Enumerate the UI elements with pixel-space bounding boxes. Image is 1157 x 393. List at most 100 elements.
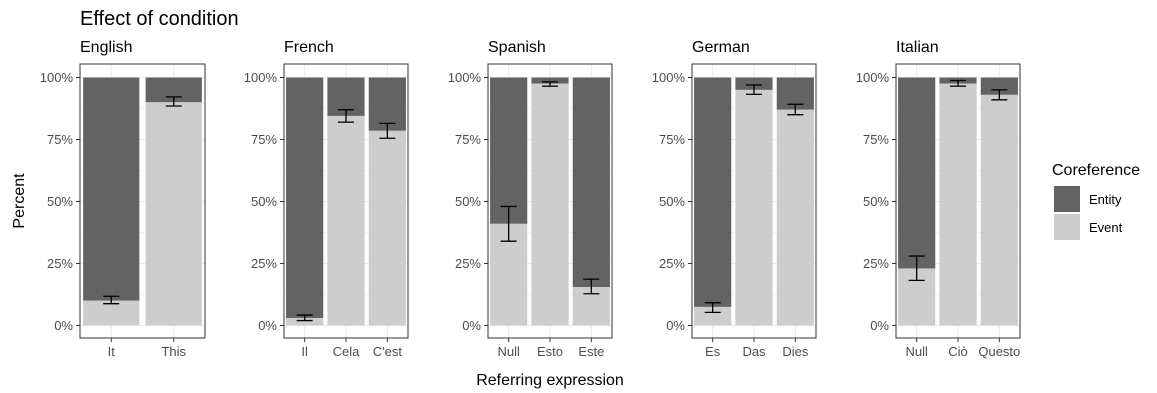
legend-items: Entity Event bbox=[1054, 186, 1123, 240]
x-tick-label: Es bbox=[705, 344, 721, 359]
bar-entity-null bbox=[490, 77, 528, 224]
y-tick-label: 50% bbox=[455, 194, 481, 209]
x-tick-label: Null bbox=[497, 344, 520, 359]
y-tick-label: 25% bbox=[659, 256, 685, 271]
bar-event-esto bbox=[531, 83, 569, 326]
error-bar-ciò bbox=[950, 79, 966, 87]
y-tick-label: 0% bbox=[258, 318, 277, 333]
x-tick-label: It bbox=[108, 344, 116, 359]
error-bar-dies bbox=[787, 103, 804, 116]
legend-label-entity: Entity bbox=[1089, 192, 1122, 207]
error-bar-c'est bbox=[379, 122, 396, 139]
panel-frame bbox=[283, 63, 409, 339]
y-tick-label: 50% bbox=[47, 194, 73, 209]
panel-frame bbox=[691, 63, 817, 339]
x-tick-label: Il bbox=[301, 344, 308, 359]
bar-entity-esto bbox=[531, 77, 569, 84]
x-axis-title: Referring expression bbox=[476, 372, 624, 389]
panel-frame bbox=[79, 63, 206, 339]
bar-entity-c'est bbox=[368, 77, 406, 131]
facet-title: German bbox=[692, 39, 750, 56]
facet-german: German 0% 25% 50% 75% 100% Es Das Dies bbox=[652, 39, 817, 359]
chart-title: Effect of condition bbox=[80, 8, 239, 30]
x-tick-label: Ciò bbox=[948, 344, 968, 359]
y-tick-label: 75% bbox=[455, 132, 481, 147]
y-tick-label: 100% bbox=[40, 70, 74, 85]
error-bar-cela bbox=[338, 109, 354, 123]
y-tick-label: 25% bbox=[455, 256, 481, 271]
bar-event-das bbox=[735, 89, 773, 326]
facet-french: French 0% 25% 50% 75% 100% Il Cela C'est bbox=[244, 39, 409, 359]
y-tick-label: 0% bbox=[870, 318, 889, 333]
bar-entity-null bbox=[898, 77, 936, 269]
bar-event-dies bbox=[776, 109, 814, 326]
x-tick-label: Questo bbox=[978, 344, 1020, 359]
facets: English 0% 25% 50% 75% 100% It This French 0% 25% 5… bbox=[40, 39, 1021, 359]
y-tick-label: 75% bbox=[659, 132, 685, 147]
legend-label-event: Event bbox=[1089, 220, 1123, 235]
bar-entity-es bbox=[694, 77, 732, 307]
legend-swatch-event bbox=[1054, 214, 1080, 240]
facet-spanish: Spanish 0% 25% 50% 75% 100% Null Esto Este bbox=[448, 39, 613, 359]
bar-entity-questo bbox=[980, 77, 1018, 95]
y-axis-title: Percent bbox=[11, 173, 28, 229]
y-tick-label: 100% bbox=[448, 70, 482, 85]
y-tick-label: 50% bbox=[863, 194, 889, 209]
x-tick-label: Cela bbox=[333, 344, 361, 359]
x-tick-label: This bbox=[161, 344, 186, 359]
x-tick-label: Null bbox=[905, 344, 928, 359]
x-tick-label: Das bbox=[742, 344, 766, 359]
x-tick-label: Dies bbox=[782, 344, 809, 359]
bar-entity-das bbox=[735, 77, 773, 90]
x-tick-label: C'est bbox=[373, 344, 403, 359]
y-tick-label: 75% bbox=[863, 132, 889, 147]
panel-frame bbox=[487, 63, 613, 339]
facet-title: French bbox=[284, 39, 334, 56]
legend-swatch-entity bbox=[1054, 186, 1080, 212]
bar-event-ciò bbox=[939, 83, 977, 326]
facet-english: English 0% 25% 50% 75% 100% It This bbox=[40, 39, 206, 359]
error-bar-it bbox=[103, 295, 120, 305]
x-tick-label: Este bbox=[578, 344, 604, 359]
y-tick-label: 100% bbox=[652, 70, 686, 85]
y-tick-label: 75% bbox=[251, 132, 277, 147]
bar-event-c'est bbox=[368, 130, 406, 326]
bar-event-it bbox=[83, 300, 140, 326]
y-tick-label: 25% bbox=[47, 256, 73, 271]
x-tick-label: Esto bbox=[537, 344, 563, 359]
bar-entity-il bbox=[286, 77, 324, 319]
error-bar-das bbox=[746, 84, 762, 96]
y-tick-label: 100% bbox=[244, 70, 278, 85]
y-tick-label: 50% bbox=[659, 194, 685, 209]
y-tick-label: 75% bbox=[47, 132, 73, 147]
bar-entity-este bbox=[572, 77, 610, 288]
facet-italian: Italian 0% 25% 50% 75% 100% Null Ciò Questo bbox=[856, 39, 1021, 359]
bar-entity-it bbox=[83, 77, 140, 301]
error-bar-il bbox=[296, 314, 313, 322]
error-bar-null bbox=[500, 205, 517, 242]
error-bar-this bbox=[165, 96, 182, 107]
y-tick-label: 25% bbox=[251, 256, 277, 271]
legend-title: Coreference bbox=[1052, 162, 1140, 179]
facet-title: Spanish bbox=[488, 39, 546, 56]
y-tick-label: 0% bbox=[462, 318, 481, 333]
error-bar-es bbox=[704, 302, 721, 314]
facet-title: Italian bbox=[896, 39, 939, 56]
error-bar-esto bbox=[542, 81, 558, 87]
y-tick-label: 25% bbox=[863, 256, 889, 271]
error-bar-questo bbox=[991, 89, 1008, 101]
y-tick-label: 100% bbox=[856, 70, 890, 85]
y-tick-label: 50% bbox=[251, 194, 277, 209]
legend: Coreference Entity Event bbox=[1052, 162, 1140, 240]
error-bar-null bbox=[908, 255, 925, 282]
bar-event-cela bbox=[327, 115, 365, 326]
y-tick-label: 0% bbox=[666, 318, 685, 333]
error-bar-este bbox=[583, 278, 600, 295]
bar-event-this bbox=[145, 102, 202, 326]
facet-title: English bbox=[80, 39, 132, 56]
bar-event-questo bbox=[980, 94, 1018, 326]
bar-event-il bbox=[286, 318, 324, 326]
bar-event-es bbox=[694, 306, 732, 326]
y-tick-label: 0% bbox=[54, 318, 73, 333]
